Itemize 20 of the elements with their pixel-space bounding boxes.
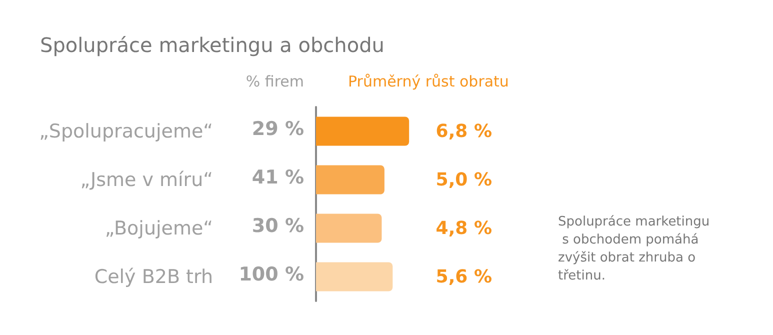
text: 29 % xyxy=(252,118,304,140)
text: 100 % xyxy=(238,263,304,286)
data-label: 6,8 % xyxy=(436,120,492,142)
y-tick-label: Celý B2B trh xyxy=(94,266,213,288)
data-label: 5,6 % xyxy=(436,266,492,288)
text: 41 % xyxy=(252,166,304,188)
y-tick-label: „Bojujeme“ xyxy=(104,217,213,240)
chart-title: Spolupráce marketingu a obchodu xyxy=(40,33,384,57)
series-label: Průměrný růst obratu xyxy=(348,72,509,90)
text: 30 % xyxy=(252,214,304,237)
data-label: 5,0 % xyxy=(436,169,492,190)
bar xyxy=(316,262,393,292)
y-tick-label: „Spolupracujeme“ xyxy=(39,120,213,142)
y-tick-label: „Jsme v míru“ xyxy=(80,168,213,191)
bar xyxy=(316,165,384,194)
text: Spolupráce marketingu s obchodem pomáhá zvýšit obrat zhruba o třetinu. xyxy=(558,214,710,284)
data-label: 4,8 % xyxy=(436,218,492,239)
bar xyxy=(316,116,410,146)
bar xyxy=(316,214,382,243)
text: % firem xyxy=(246,72,304,90)
